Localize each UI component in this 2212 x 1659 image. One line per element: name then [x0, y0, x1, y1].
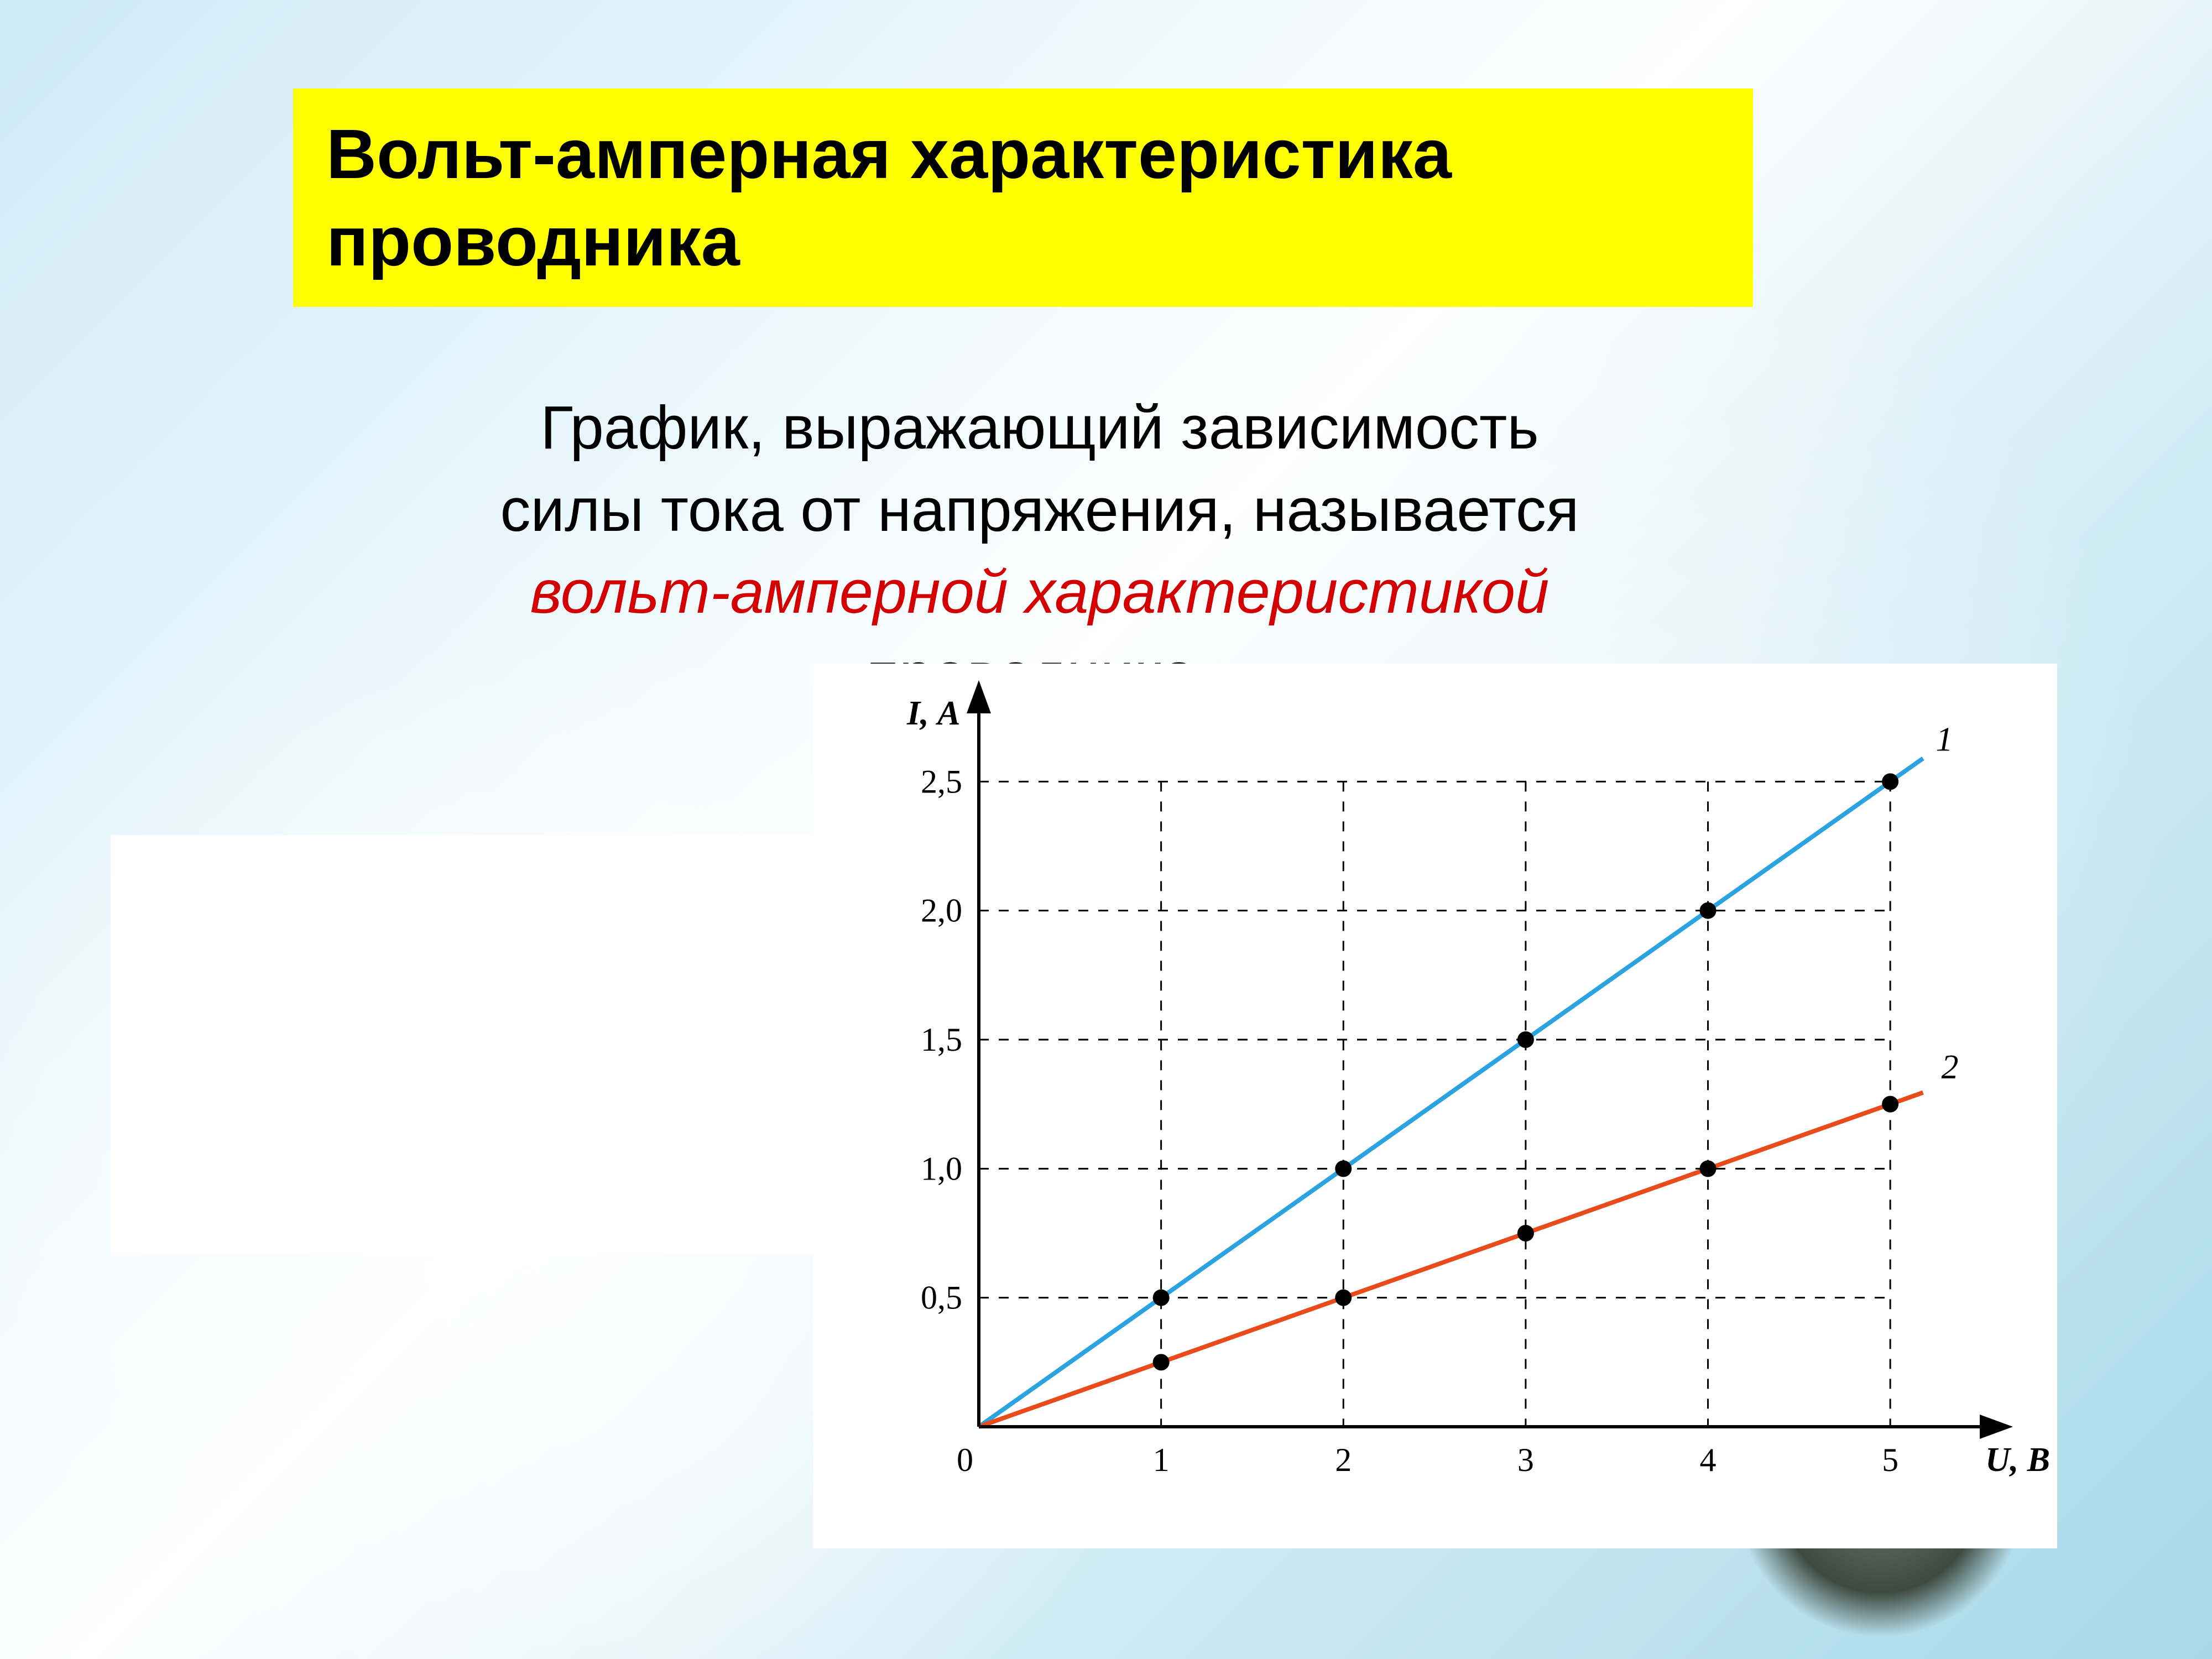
series-label-2: 2 [1941, 1048, 1958, 1086]
y-tick-label: 2,5 [921, 763, 962, 800]
x-tick-label: 3 [1517, 1442, 1534, 1478]
origin-label: 0 [957, 1442, 973, 1478]
data-point [1882, 1096, 1898, 1113]
iv-chart: 0,5 1,0 1,5 2,0 2,5 1 2 3 4 5 0 I, А U, В 1 2 [813, 664, 2057, 1548]
blank-panel [111, 835, 813, 1255]
data-point [1700, 902, 1717, 919]
data-point [1700, 1160, 1717, 1177]
y-tick-label: 2,0 [921, 893, 962, 929]
y-tick-label: 0,5 [921, 1280, 962, 1316]
body-line2: силы тока от напряжения, называется [500, 476, 1579, 544]
data-point [1335, 1290, 1352, 1306]
body-emphasis: вольт-амперной характеристикой [530, 558, 1550, 626]
data-point [1335, 1160, 1352, 1177]
chart-svg: 0,5 1,0 1,5 2,0 2,5 1 2 3 4 5 0 I, А U, В 1 2 [813, 664, 2057, 1548]
x-tick-label: 5 [1882, 1442, 1898, 1478]
y-axis-arrow [967, 680, 991, 713]
page-title: Вольт-амперная характеристика проводника [326, 111, 1720, 285]
y-axis-label: I, А [906, 695, 960, 732]
data-point [1517, 1225, 1534, 1241]
series-label-1: 1 [1936, 721, 1953, 758]
title-box: Вольт-амперная характеристика проводника [293, 88, 1753, 307]
slide: Вольт-амперная характеристика проводника… [0, 0, 2212, 1659]
x-tick-label: 4 [1700, 1442, 1717, 1478]
data-point [1153, 1290, 1170, 1306]
series-line-1 [979, 758, 1923, 1427]
x-tick-label: 2 [1335, 1442, 1352, 1478]
series-line-2 [979, 1093, 1923, 1427]
x-axis-label: U, В [1985, 1441, 2050, 1479]
body-line1: График, выражающий зависимость [540, 394, 1538, 462]
data-point [1882, 773, 1898, 790]
x-axis-arrow [1980, 1415, 2013, 1439]
y-tick-label: 1,0 [921, 1150, 962, 1187]
data-point [1517, 1031, 1534, 1048]
data-point [1153, 1354, 1170, 1370]
x-tick-label: 1 [1153, 1442, 1170, 1478]
y-tick-label: 1,5 [921, 1021, 962, 1058]
